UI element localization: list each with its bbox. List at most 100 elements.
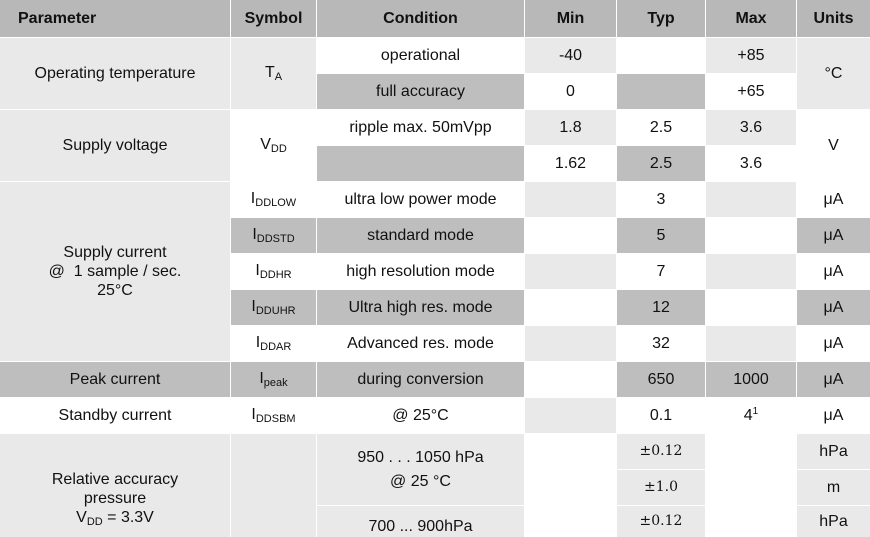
vdd-main: V [76, 509, 87, 527]
supply-current-label: Supply current @ 1 sample / sec. 25°C [0, 182, 230, 361]
symbol-sub: DDUHR [255, 304, 296, 317]
symbol-sub: A [274, 70, 283, 83]
header-min: Min [525, 0, 616, 37]
supply-voltage-symbol: VDD [231, 110, 316, 181]
supply-current-row2-units: μA [797, 218, 870, 253]
typ-value: 0.1 [649, 406, 673, 424]
condition1-line2: @ 25 °C [390, 472, 451, 490]
symbol-ipeak: Ipeak [259, 369, 287, 390]
max-value: 3.6 [739, 118, 763, 136]
max-with-footnote: 41 [744, 406, 758, 425]
op-temp-row1-typ [617, 38, 705, 73]
typ-value: ±0.12 [639, 443, 683, 460]
peak-current-text: Peak current [69, 370, 161, 388]
op-temp-row1-condition: operational [317, 38, 524, 73]
condition1-text: 950 . . . 1050 hPa @ 25 °C [357, 446, 483, 492]
supply-voltage-row2-condition [317, 146, 524, 181]
symbol-sub: DD [270, 142, 287, 155]
vdd-sub: DD [86, 516, 103, 529]
typ-value: 2.5 [649, 118, 673, 136]
standby-current-text: Standby current [58, 406, 172, 424]
symbol-main: V [260, 135, 271, 153]
relative-accuracy-label: Relative accuracy pressure VDD = 3.3V [0, 434, 230, 537]
rel-acc-row1-min [525, 434, 616, 469]
rel-acc-row3-typ: ±0.12 [617, 506, 705, 537]
symbol-main: T [264, 63, 275, 81]
peak-current-symbol: Ipeak [231, 362, 316, 397]
op-temp-row2-condition: full accuracy [317, 74, 524, 109]
supply-current-row1-typ: 3 [617, 182, 705, 217]
relative-accuracy-line1: Relative accuracy [51, 471, 179, 488]
header-parameter-text: Parameter [18, 9, 97, 27]
header-symbol-text: Symbol [244, 9, 303, 27]
supply-current-row3-typ: 7 [617, 254, 705, 289]
max-value: 3.6 [739, 154, 763, 172]
max-value: 1000 [733, 370, 769, 388]
header-units: Units [797, 0, 870, 37]
vdd-value: = 3.3V [102, 509, 154, 527]
rel-acc-row3-min [525, 506, 616, 537]
symbol-main: I [250, 189, 256, 207]
op-temp-row1-min: -40 [525, 38, 616, 73]
units-text: V [828, 136, 839, 154]
symbol-main: I [259, 369, 264, 387]
supply-current-row1-max [706, 182, 796, 217]
units-text: μA [823, 226, 844, 244]
supply-current-row4-typ: 12 [617, 290, 705, 325]
typ-value: 650 [647, 370, 675, 388]
standby-current-max: 41 [706, 398, 796, 433]
max-value: 4 [743, 406, 753, 424]
supply-current-row1-units: μA [797, 182, 870, 217]
units-text: μA [823, 298, 844, 316]
symbol-sub: DDSTD [256, 232, 295, 245]
header-parameter: Parameter [0, 0, 230, 37]
header-typ-text: Typ [647, 9, 675, 27]
units-text: hPa [819, 512, 848, 530]
header-max-text: Max [735, 9, 767, 27]
units-text: μA [823, 190, 844, 208]
peak-current-min [525, 362, 616, 397]
supply-current-row2-max [706, 218, 796, 253]
supply-current-row4-condition: Ultra high res. mode [317, 290, 524, 325]
op-temp-row2-max: +65 [706, 74, 796, 109]
condition-text: Advanced res. mode [347, 334, 494, 352]
typ-value: 7 [656, 262, 666, 280]
header-condition: Condition [317, 0, 524, 37]
supply-current-line3: 25°C [97, 282, 133, 300]
operating-temperature-text: Operating temperature [34, 64, 196, 82]
supply-current-row1-symbol: IDDLOW [231, 182, 316, 217]
supply-current-row5-condition: Advanced res. mode [317, 326, 524, 361]
relative-accuracy-condition2: 700 ... 900hPa [317, 506, 524, 537]
symbol-main: I [255, 333, 261, 351]
rel-acc-row1-max [706, 434, 796, 469]
standby-current-symbol: IDDSBM [231, 398, 316, 433]
units-text: μA [823, 370, 844, 388]
typ-value: 5 [656, 226, 666, 244]
operating-temperature-label: Operating temperature [0, 38, 230, 109]
header-symbol: Symbol [231, 0, 316, 37]
condition-text: full accuracy [376, 82, 465, 100]
condition-text: high resolution mode [346, 262, 495, 280]
units-text: °C [824, 64, 843, 82]
supply-current-row2-symbol: IDDSTD [231, 218, 316, 253]
supply-voltage-row1-min: 1.8 [525, 110, 616, 145]
units-text: μA [823, 262, 844, 280]
supply-current-row4-symbol: IDDUHR [231, 290, 316, 325]
rel-acc-row2-max [706, 470, 796, 505]
peak-current-condition: during conversion [317, 362, 524, 397]
supply-current-row5-symbol: IDDAR [231, 326, 316, 361]
symbol-ta: TA [265, 63, 282, 84]
supply-current-row1-min [525, 182, 616, 217]
condition-text: operational [380, 46, 461, 64]
supply-voltage-row2-typ: 2.5 [617, 146, 705, 181]
supply-current-line1: Supply current [63, 243, 167, 261]
min-value: 1.62 [554, 154, 587, 172]
standby-current-units: μA [797, 398, 870, 433]
peak-current-units: μA [797, 362, 870, 397]
supply-voltage-text: Supply voltage [62, 136, 168, 154]
symbol-sub: DDLOW [255, 196, 297, 209]
condition2-text: 700 ... 900hPa [368, 518, 473, 535]
peak-current-max: 1000 [706, 362, 796, 397]
header-units-text: Units [813, 9, 854, 27]
supply-current-row2-condition: standard mode [317, 218, 524, 253]
